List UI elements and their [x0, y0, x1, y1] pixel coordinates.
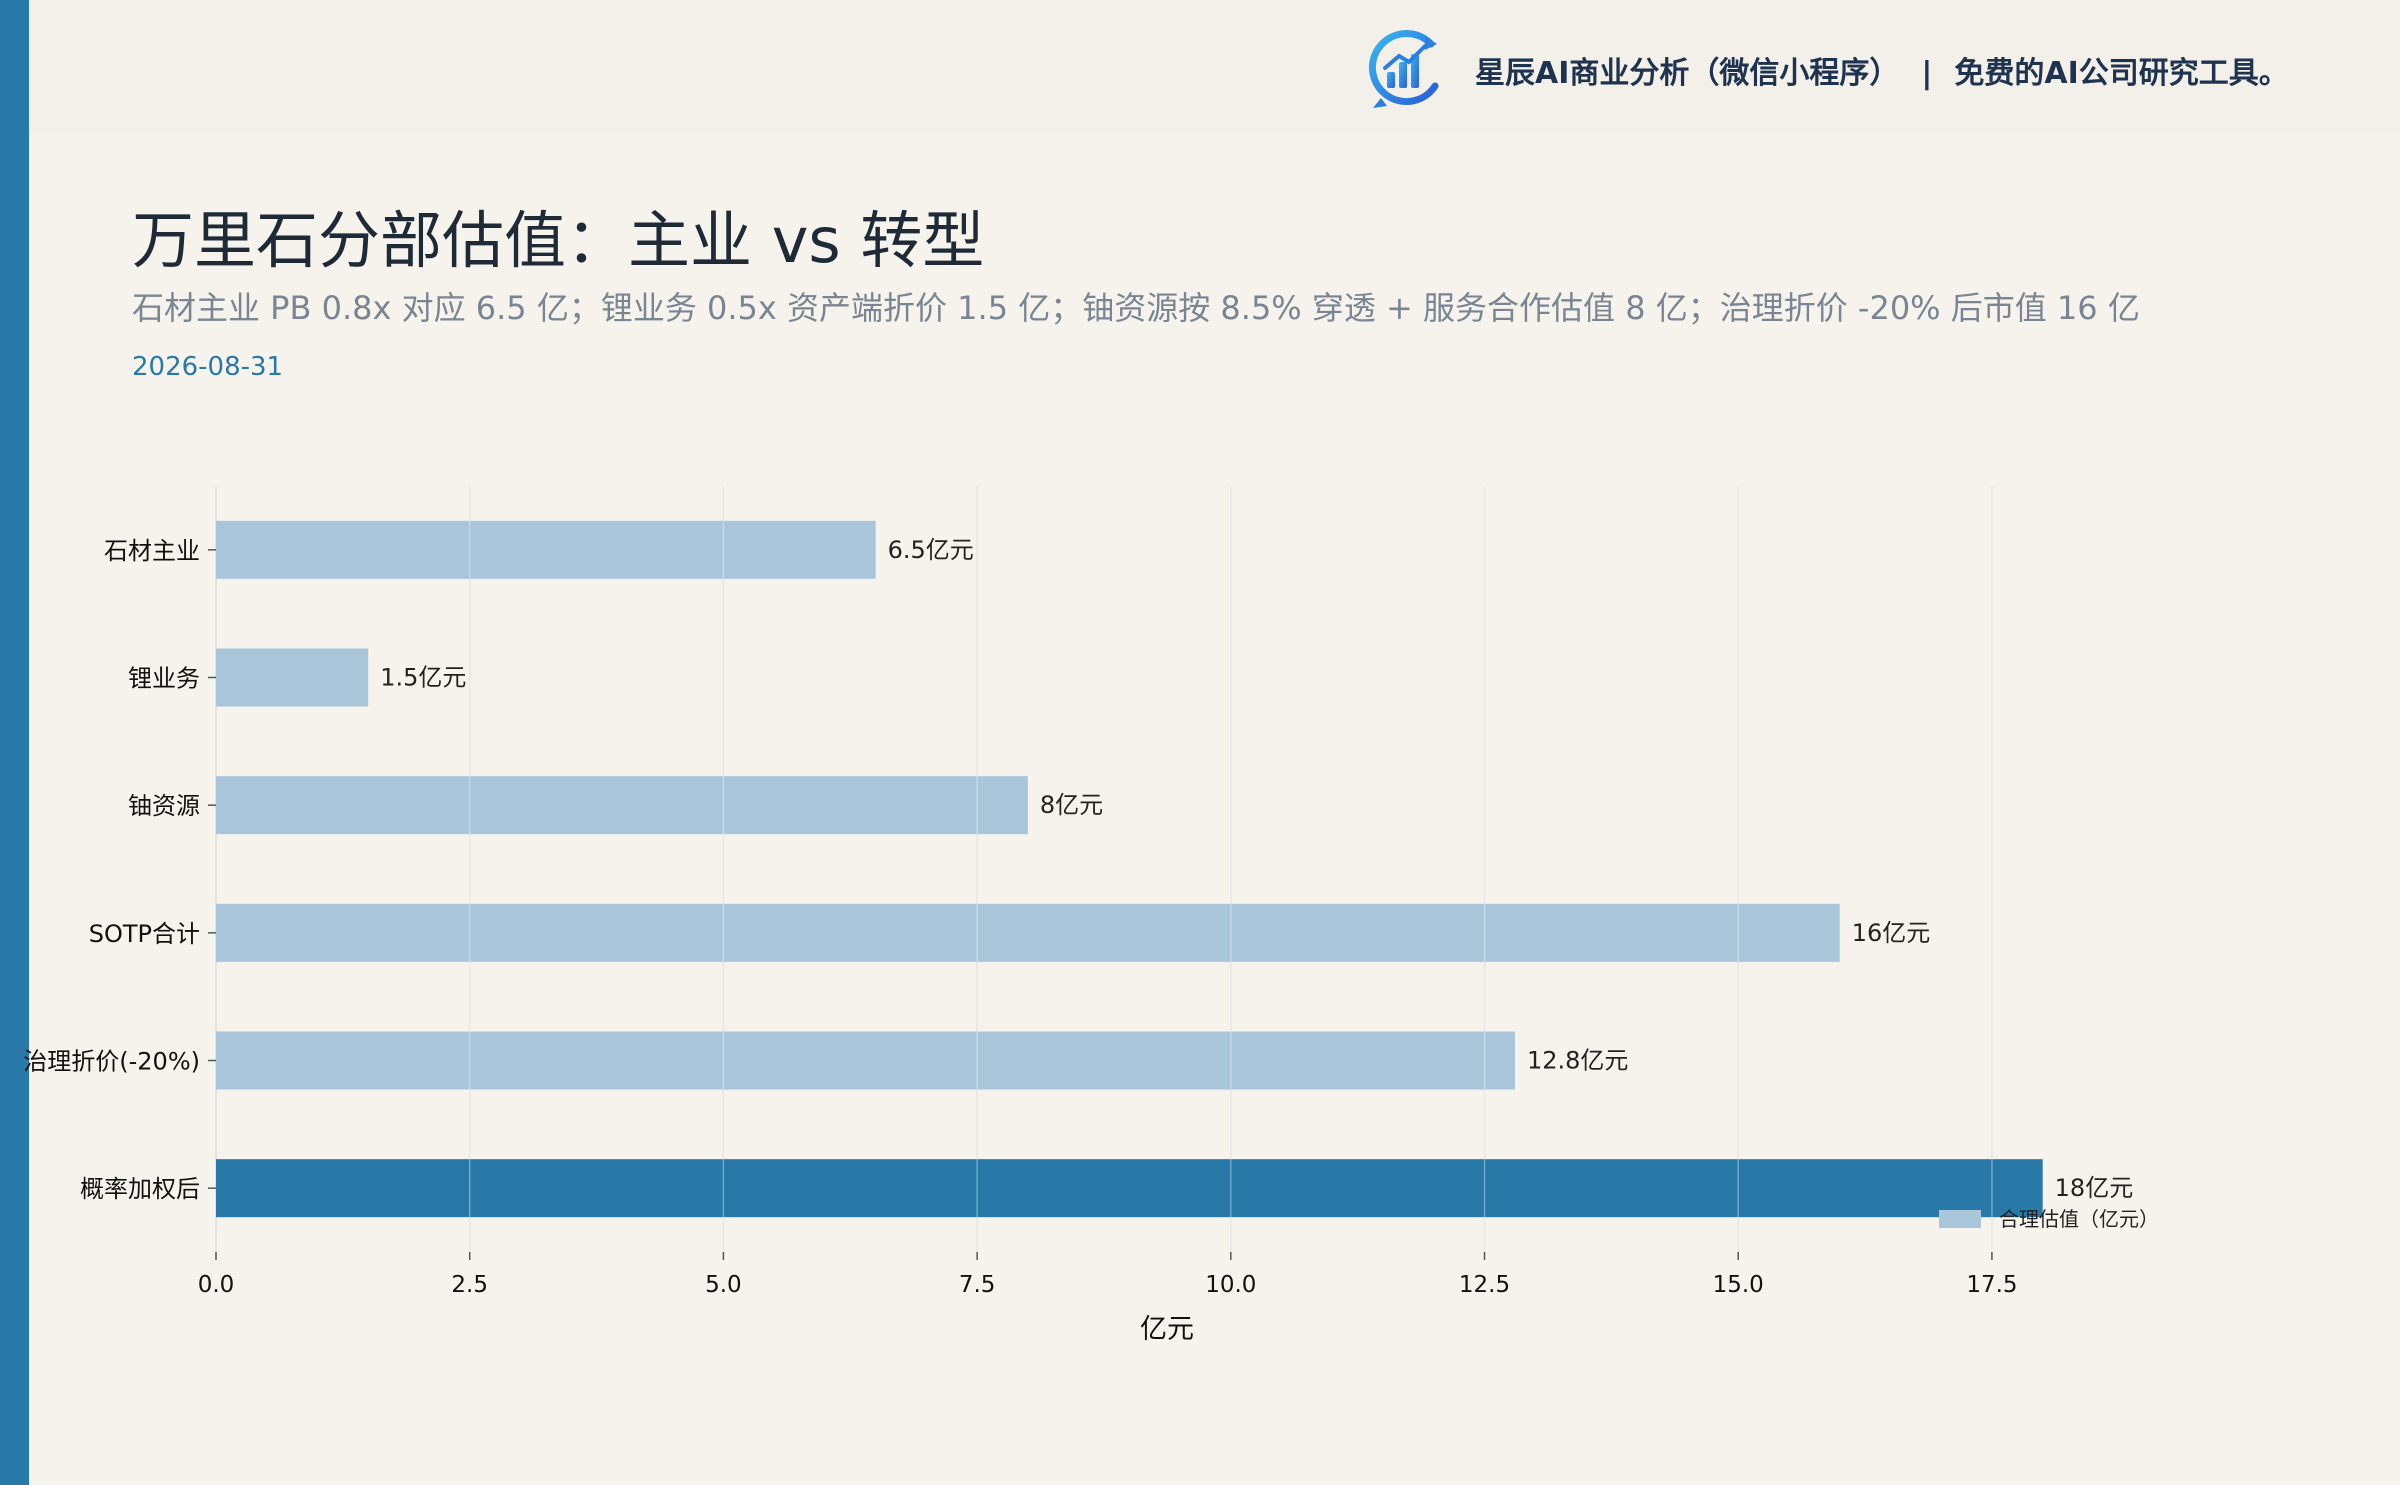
page-title: 万里石分部估值：主业 vs 转型	[132, 204, 985, 277]
brand-tagline: 免费的AI公司研究工具。	[1954, 56, 2289, 91]
category-label: 概率加权后	[80, 1175, 200, 1203]
bar	[216, 648, 369, 707]
category-label: 锂业务	[128, 665, 200, 693]
chart-bars	[216, 520, 2043, 1218]
category-label: 铀资源	[128, 792, 200, 820]
x-axis-title: 亿元	[1140, 1314, 1194, 1345]
legend-swatch	[1939, 1210, 1981, 1228]
category-label: 石材主业	[104, 537, 200, 565]
report-date: 2026-08-31	[132, 352, 284, 382]
x-tick-label: 10.0	[1205, 1272, 1256, 1298]
x-tick-label: 2.5	[451, 1272, 488, 1298]
value-label: 18亿元	[2055, 1174, 2134, 1202]
brand-text-group: 星辰AI商业分析（微信小程序） | 免费的AI公司研究工具。	[1475, 48, 2289, 92]
x-tick-label: 5.0	[705, 1272, 742, 1298]
chart-labels: 6.5亿元 1.5亿元 8亿元 16亿元 12.8亿元 18亿元	[380, 486, 2133, 1252]
x-tick-label: 17.5	[1966, 1272, 2017, 1298]
x-tick-label: 12.5	[1459, 1272, 1510, 1298]
chart-legend: 合理估值（亿元）	[1939, 1207, 2159, 1231]
x-tick-label: 0.0	[198, 1272, 235, 1298]
bar	[216, 776, 1028, 835]
bar	[216, 520, 876, 579]
category-label: 治理折价(-20%)	[23, 1048, 200, 1076]
brand-name: 星辰AI商业分析（微信小程序）	[1475, 56, 1900, 91]
bar	[216, 1031, 1515, 1090]
legend-label: 合理估值（亿元）	[1999, 1207, 2159, 1231]
page-subtitle: 石材主业 PB 0.8x 对应 6.5 亿；锂业务 0.5x 资产端折价 1.5…	[132, 289, 2140, 327]
bar	[216, 903, 1840, 962]
value-label: 8亿元	[1040, 791, 1103, 819]
left-accent-stripe	[0, 0, 29, 1485]
value-label: 12.8亿元	[1527, 1047, 1628, 1075]
value-label: 6.5亿元	[888, 536, 974, 564]
value-label: 1.5亿元	[380, 664, 466, 692]
category-label: SOTP合计	[89, 920, 200, 948]
chart-grid	[215, 486, 1993, 1252]
x-tick-label: 15.0	[1713, 1272, 1764, 1298]
bar	[216, 1159, 2043, 1218]
brand-header[interactable]: 星辰AI商业分析（微信小程序） | 免费的AI公司研究工具。	[1365, 22, 2289, 118]
header-bar	[29, 0, 2400, 134]
bar-chart-refresh-icon	[1368, 30, 1439, 108]
value-label: 16亿元	[1852, 919, 1931, 947]
brand-separator: |	[1921, 56, 1933, 91]
x-tick-label: 7.5	[959, 1272, 996, 1298]
